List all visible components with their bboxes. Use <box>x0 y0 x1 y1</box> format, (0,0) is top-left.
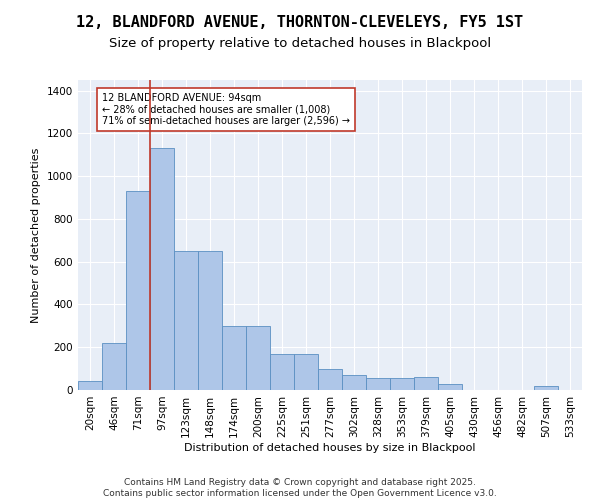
Bar <box>222 326 246 390</box>
Y-axis label: Number of detached properties: Number of detached properties <box>31 148 41 322</box>
Bar <box>294 354 318 390</box>
Text: 12, BLANDFORD AVENUE, THORNTON-CLEVELEYS, FY5 1ST: 12, BLANDFORD AVENUE, THORNTON-CLEVELEYS… <box>76 15 524 30</box>
Bar <box>246 326 270 390</box>
Bar <box>366 378 390 390</box>
Bar <box>318 368 342 390</box>
Bar <box>126 191 150 390</box>
Bar <box>414 377 438 390</box>
Bar <box>174 251 198 390</box>
Bar <box>342 375 366 390</box>
Text: Size of property relative to detached houses in Blackpool: Size of property relative to detached ho… <box>109 38 491 51</box>
Bar <box>78 382 102 390</box>
Text: Contains HM Land Registry data © Crown copyright and database right 2025.
Contai: Contains HM Land Registry data © Crown c… <box>103 478 497 498</box>
Bar <box>390 378 414 390</box>
Bar <box>270 354 294 390</box>
Bar <box>438 384 462 390</box>
Bar <box>150 148 174 390</box>
Bar <box>198 251 222 390</box>
Text: 12 BLANDFORD AVENUE: 94sqm
← 28% of detached houses are smaller (1,008)
71% of s: 12 BLANDFORD AVENUE: 94sqm ← 28% of deta… <box>102 93 350 126</box>
Bar <box>102 343 126 390</box>
Bar <box>534 386 558 390</box>
X-axis label: Distribution of detached houses by size in Blackpool: Distribution of detached houses by size … <box>184 442 476 452</box>
